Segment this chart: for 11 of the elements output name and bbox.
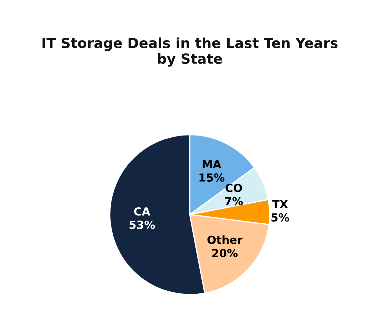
data-label: 5%	[272, 213, 290, 222]
chart-title: IT Storage Deals in the Last Ten Years by State	[42, 38, 338, 67]
slice-label: Other	[208, 236, 243, 244]
data-label: 20%	[212, 249, 238, 258]
slice-label: CO	[226, 184, 242, 192]
slice-label: MA	[202, 160, 222, 169]
data-label: 53%	[130, 220, 156, 230]
slice-label: TX	[272, 200, 288, 208]
data-label: 15%	[200, 174, 225, 182]
data-label: 7%	[225, 197, 244, 206]
slice-label: CA	[134, 208, 151, 216]
